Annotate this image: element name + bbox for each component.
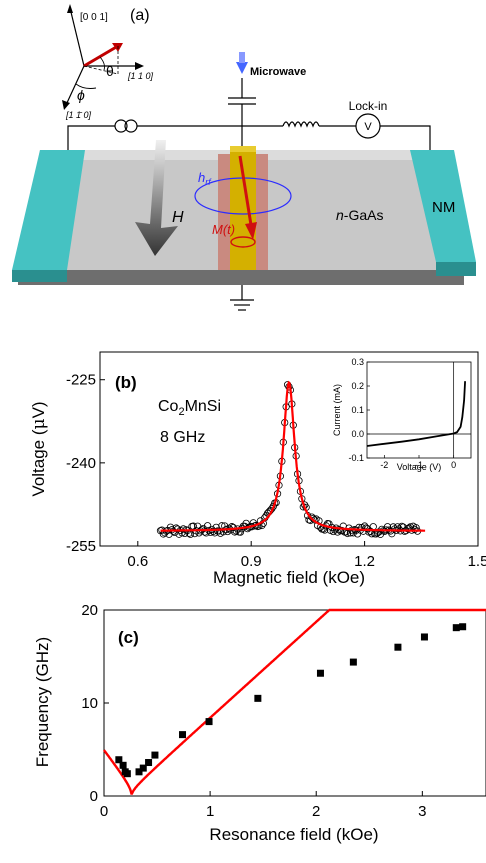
c-data-point [254,694,262,702]
b-ticks: 0.6 0.9 1.2 1.5 -225 -240 -255 [66,372,486,570]
panel-label-c: (c) [118,628,139,647]
plot-frame-b [99,351,479,547]
c-data-point [459,623,467,631]
inset-ytick-label: -0.1 [348,453,364,463]
c-fit-curve [103,608,486,795]
b-data-point [204,522,212,530]
nm-contact [410,150,476,262]
c-ticks: 0 1 2 3 0 10 20 [81,602,426,820]
inset-ticks: -2 -1 0 0.3 0.2 0.1 0.0 -0.1 [348,357,471,470]
c-data-point [179,731,187,739]
frequency-label: 8 GHz [160,429,205,446]
axis-label-001: [0 0 1] [80,12,108,23]
axis-label-110: [1 1 0] [127,71,154,81]
c-data-point [119,761,127,769]
mt-label: M(t) [212,222,235,237]
b-ylabel: Voltage (μV) [29,401,49,496]
microwave-arrow-icon [236,62,248,74]
plot-frame-c [103,609,486,797]
c-data-point [316,669,324,677]
c-data-points [115,623,467,778]
device-schematic: [0 0 1] [1 1 0] [1 1̄ 0] θ ϕ (a) V [12,4,476,311]
c-xtick-label: 3 [418,803,426,820]
c-ytick-label: 20 [81,602,98,619]
inset-ylabel: Current (mA) [332,384,342,436]
c-ytick-label: 10 [81,695,98,712]
device-slab: NM n-GaAs hrf M(t) [12,146,476,285]
hrf-label: hrf [198,170,212,187]
axis-label-1-10: [1 1̄ 0] [65,110,92,120]
inset-xtick-label: 0 [451,460,456,470]
b-ytick-label: -225 [66,372,96,389]
c-data-point [452,624,460,632]
inset-iv-curve [366,381,466,447]
inset-iv-chart: -2 -1 0 0.3 0.2 0.1 0.0 -0.1 Voltage (V) Curren… [332,357,472,472]
b-data-point [179,525,187,533]
c-xlabel: Resonance field (kOe) [209,825,378,844]
c-ylabel: Frequency (GHz) [33,637,52,767]
phi-label: ϕ [77,87,85,103]
inset-ytick-label: 0.2 [351,381,364,391]
microwave-label: Microwave [250,66,306,78]
material-label: Co2MnSi [158,398,221,418]
ferromagnet-strip [230,146,256,270]
b-ytick-label: -255 [66,538,96,555]
c-data-point [349,658,357,666]
magnetization-arrow-icon [238,155,253,226]
inset-ytick-label: 0.0 [351,429,364,439]
microwave-arrow-tail [239,52,245,63]
panel-label-a: (a) [130,7,150,24]
b-xtick-label: 0.9 [241,553,262,570]
h-field-arrow-icon [135,140,178,256]
panel-label-b: (b) [115,373,137,392]
theta-label: θ [106,63,114,79]
lockin-label: Lock-in [349,99,388,113]
b-fit-curve [160,380,426,532]
crystal-axes: [0 0 1] [1 1 0] [1 1̄ 0] θ ϕ [62,4,154,120]
h-field-label: H [172,209,184,226]
c-xtick-label: 0 [100,803,108,820]
inset-xtick-label: -1 [415,460,423,470]
inset-xlabel: Voltage (V) [397,462,442,472]
c-data-point [151,751,159,759]
c-data-point [139,764,147,772]
ngaas-label: n-GaAs [336,207,383,223]
panel-c-chart: (c) 0 1 2 3 0 10 20 Resonance field (kOe) Freq… [33,602,486,844]
inset-ytick-label: 0.1 [351,405,364,415]
c-data-point [420,633,428,641]
b-ytick-label: -240 [66,455,96,472]
inset-xtick-label: -2 [380,460,388,470]
c-data-point [123,770,131,778]
b-data-point [201,528,209,536]
voltmeter-icon: V [364,121,372,133]
left-contact [12,150,85,270]
c-data-point [205,718,213,726]
c-xtick-label: 2 [312,803,320,820]
b-xlabel: Magnetic field (kOe) [213,568,365,587]
b-xtick-label: 0.6 [127,553,148,570]
c-data-point [115,756,123,764]
nm-label: NM [432,199,455,216]
b-xtick-label: 1.5 [468,553,486,570]
c-xtick-label: 1 [206,803,214,820]
c-data-point [135,768,143,776]
inset-ytick-label: 0.3 [351,357,364,367]
b-xtick-label: 1.2 [354,553,375,570]
c-data-point [394,643,402,651]
panel-b-chart: (b) Co2MnSi 8 GHz 0.6 0.9 1.2 1.5 -225 -240 -2… [29,351,486,587]
c-ytick-label: 0 [90,788,98,805]
c-data-point [145,759,153,767]
